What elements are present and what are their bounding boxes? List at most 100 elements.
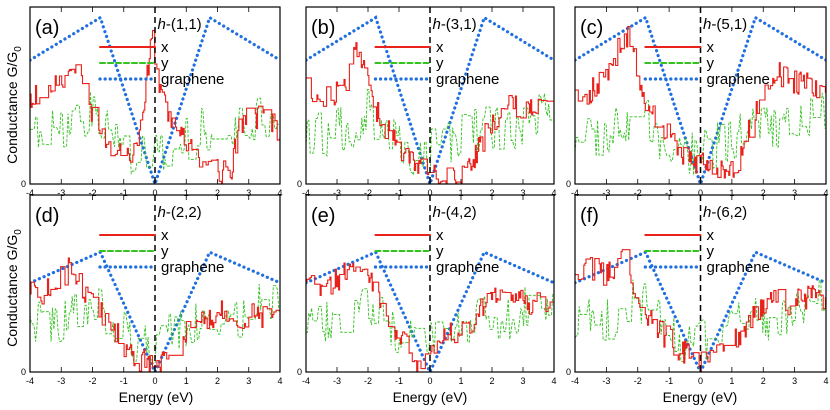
x-tick-label: -2	[364, 376, 372, 386]
legend-entry-x: x	[161, 39, 169, 56]
graphene-series-line	[306, 250, 554, 372]
legend-entry-graphene: graphene	[707, 259, 770, 276]
legend-entry-graphene: graphene	[707, 71, 770, 88]
x-tick-label: -1	[665, 188, 673, 198]
y-tick-label: 0	[566, 367, 571, 377]
x-tick-label: -4	[26, 376, 34, 386]
legend-entry-x: x	[436, 39, 444, 56]
x-tick-label: 3	[246, 188, 251, 198]
panel-title: h-(1,1)	[158, 16, 202, 33]
x-tick-label: 1	[729, 376, 734, 386]
legend-entry-y: y	[707, 243, 715, 260]
x-tick-label: -2	[364, 188, 372, 198]
panel-label: (b)	[311, 17, 335, 39]
panel-title: h-(2,2)	[158, 204, 202, 221]
x-tick-label: -3	[602, 188, 610, 198]
panel-title: h-(3,1)	[432, 16, 476, 33]
x-tick-label: 0	[698, 376, 703, 386]
x-tick-label: 2	[761, 188, 766, 198]
legend-entry-x: x	[161, 227, 169, 244]
y-tick-label: 0	[21, 367, 26, 377]
x-tick-label: -3	[602, 376, 610, 386]
x-tick-label: 4	[551, 188, 556, 198]
panel-title: h-(6,2)	[703, 204, 747, 221]
x-tick-label: 4	[277, 376, 282, 386]
legend-entry-graphene: graphene	[436, 259, 499, 276]
x-tick-label: 2	[489, 376, 494, 386]
panel-title: h-(4,2)	[432, 204, 476, 221]
x-tick-label: 2	[215, 188, 220, 198]
legend-entry-graphene: graphene	[161, 259, 224, 276]
x-axis-label: Energy (eV)	[663, 389, 738, 405]
panel-label: (c)	[580, 17, 603, 39]
x-tick-label: -3	[333, 188, 341, 198]
x-series-line	[575, 249, 826, 372]
legend-entry-x: x	[707, 227, 715, 244]
x-tick-label: 4	[277, 188, 282, 198]
x-tick-label: -2	[634, 188, 642, 198]
x-tick-label: 0	[698, 188, 703, 198]
x-tick-label: -4	[302, 376, 310, 386]
x-tick-label: -4	[571, 188, 579, 198]
y-axis-label: Conductance G/G0	[4, 46, 24, 164]
x-tick-label: -4	[571, 376, 579, 386]
y-axis-label: Conductance G/G0	[4, 229, 24, 347]
y-tick-label: 0	[297, 179, 302, 189]
x-axis-label: Energy (eV)	[119, 389, 194, 405]
x-tick-label: 2	[761, 376, 766, 386]
y-tick-label: 0	[297, 367, 302, 377]
panel-label: (f)	[580, 205, 599, 227]
x-tick-label: 1	[458, 376, 463, 386]
x-tick-label: 1	[729, 188, 734, 198]
legend-entry-y: y	[161, 243, 169, 260]
graphene-series-line	[306, 15, 554, 184]
x-tick-label: 3	[792, 376, 797, 386]
x-series-line	[30, 30, 280, 184]
x-tick-label: 0	[152, 188, 157, 198]
x-tick-label: 3	[520, 376, 525, 386]
x-tick-label: 4	[823, 376, 828, 386]
x-tick-label: 0	[152, 376, 157, 386]
x-tick-label: 1	[458, 188, 463, 198]
legend-entry-y: y	[436, 243, 444, 260]
y-tick-label: 0	[566, 179, 571, 189]
x-tick-label: -1	[120, 188, 128, 198]
x-tick-label: 3	[246, 376, 251, 386]
x-tick-label: 0	[427, 376, 432, 386]
x-tick-label: -1	[665, 376, 673, 386]
x-tick-label: -4	[302, 188, 310, 198]
y-series-line	[306, 286, 554, 354]
x-tick-label: -1	[395, 188, 403, 198]
legend-entry-y: y	[436, 55, 444, 72]
legend-entry-x: x	[707, 39, 715, 56]
x-tick-label: 3	[792, 188, 797, 198]
x-tick-label: 3	[520, 188, 525, 198]
x-tick-label: -3	[333, 376, 341, 386]
legend-entry-y: y	[161, 55, 169, 72]
x-tick-label: 2	[489, 188, 494, 198]
panel-label: (a)	[35, 17, 59, 39]
legend-entry-x: x	[436, 227, 444, 244]
x-tick-label: -2	[88, 376, 96, 386]
x-tick-label: 4	[551, 376, 556, 386]
x-series-line	[306, 42, 554, 184]
x-tick-label: -2	[634, 376, 642, 386]
graphene-series-line	[575, 250, 826, 372]
x-axis-label: Energy (eV)	[393, 389, 468, 405]
panel-label: (d)	[35, 205, 59, 227]
x-tick-label: -3	[57, 188, 65, 198]
panel-title: h-(5,1)	[703, 16, 747, 33]
legend-entry-graphene: graphene	[436, 71, 499, 88]
legend-entry-y: y	[707, 55, 715, 72]
panel-label: (e)	[311, 205, 335, 227]
x-tick-label: 2	[215, 376, 220, 386]
x-tick-label: -2	[88, 188, 96, 198]
y-tick-label: 0	[21, 179, 26, 189]
x-tick-label: -1	[120, 376, 128, 386]
